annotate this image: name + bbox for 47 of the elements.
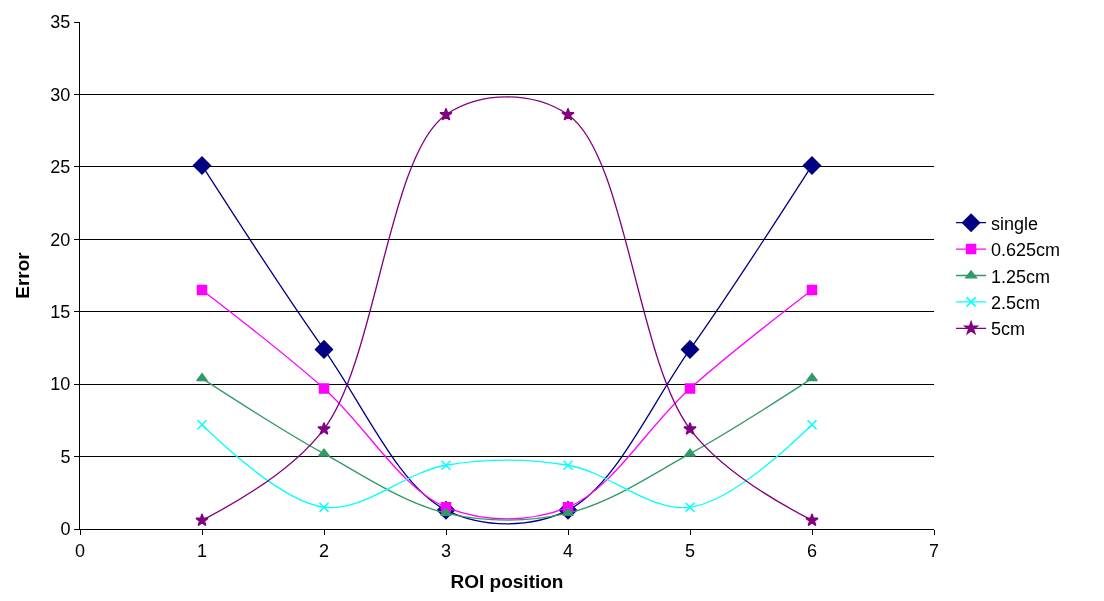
x-tick-label: 0 xyxy=(74,540,86,561)
y-tick-label: 20 xyxy=(50,229,71,250)
point xyxy=(561,107,575,121)
point xyxy=(192,156,212,175)
point xyxy=(440,460,452,471)
y-tick-label: 5 xyxy=(60,446,71,467)
x-tick-label: 3 xyxy=(440,540,452,561)
point xyxy=(196,419,208,430)
legend-label: 5cm xyxy=(991,319,1026,340)
point xyxy=(317,422,331,435)
y-tick-label: 25 xyxy=(50,157,71,178)
legend-label: single xyxy=(991,213,1039,234)
legend-label: 1.25cm xyxy=(991,266,1051,287)
point xyxy=(802,156,822,175)
legend-label: 2.5cm xyxy=(991,292,1041,313)
point xyxy=(806,284,818,296)
x-tick-label: 4 xyxy=(562,540,574,561)
point xyxy=(196,373,208,382)
y-tick-label: 15 xyxy=(50,302,71,323)
point xyxy=(683,422,697,435)
x-tick-label: 7 xyxy=(928,540,940,561)
y-tick-label: 30 xyxy=(50,84,71,105)
x-axis-title: ROI position xyxy=(450,571,564,593)
y-tick-label: 10 xyxy=(50,374,71,395)
point xyxy=(806,419,818,430)
point xyxy=(318,383,330,394)
y-tick-label: 35 xyxy=(50,12,71,33)
point xyxy=(195,513,209,527)
point xyxy=(439,107,453,121)
x-tick-label: 2 xyxy=(318,540,330,561)
x-tick-label: 5 xyxy=(684,540,696,561)
legend-label: 0.625cm xyxy=(991,240,1061,261)
point xyxy=(684,502,696,513)
point xyxy=(318,448,330,457)
point xyxy=(684,383,696,394)
point xyxy=(684,448,696,457)
point xyxy=(196,284,208,296)
point xyxy=(562,460,574,471)
x-tick-label: 1 xyxy=(196,540,208,561)
point xyxy=(680,340,700,359)
point xyxy=(806,373,818,382)
point xyxy=(805,513,819,527)
point xyxy=(318,502,330,513)
y-axis-title: Error xyxy=(12,251,34,299)
point xyxy=(314,340,334,359)
x-tick-label: 6 xyxy=(806,540,818,561)
y-tick-label: 0 xyxy=(60,519,71,540)
